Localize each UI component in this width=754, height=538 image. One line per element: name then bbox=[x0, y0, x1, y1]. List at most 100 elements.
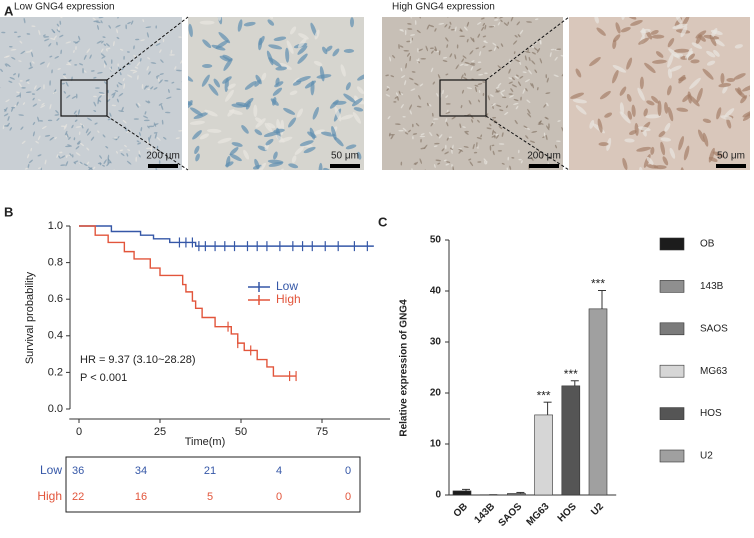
texture-cell bbox=[483, 158, 487, 162]
texture-cell bbox=[565, 120, 569, 123]
texture-cell bbox=[155, 25, 157, 29]
texture-cell bbox=[64, 130, 68, 136]
texture-cell bbox=[130, 69, 136, 72]
texture-cell bbox=[135, 156, 137, 162]
texture-cell bbox=[39, 120, 44, 122]
texture-cell bbox=[128, 7, 131, 12]
texture-cell bbox=[7, 116, 10, 121]
texture-cell bbox=[138, 150, 141, 156]
texture-cell bbox=[689, 77, 701, 90]
texture-cell bbox=[372, 62, 376, 67]
texture-cell bbox=[93, 76, 97, 79]
texture-cell bbox=[466, 38, 469, 43]
texture-cell bbox=[411, 168, 413, 170]
texture-cell bbox=[445, 103, 451, 105]
texture-cell bbox=[291, 155, 297, 164]
y-tick-label: 0.0 bbox=[48, 403, 63, 415]
texture-cell bbox=[16, 101, 19, 106]
texture-cell bbox=[546, 102, 549, 107]
texture-cell bbox=[272, 87, 283, 96]
texture-cell bbox=[408, 129, 411, 133]
texture-cell bbox=[27, 163, 30, 169]
texture-cell bbox=[630, 19, 643, 26]
texture-cell bbox=[468, 100, 472, 105]
texture-cell bbox=[519, 75, 524, 79]
texture-cell bbox=[687, 53, 696, 61]
texture-cell bbox=[570, 92, 584, 99]
texture-cell bbox=[313, 60, 323, 67]
texture-cell bbox=[531, 130, 538, 133]
texture-cell bbox=[462, 55, 467, 59]
texture-cell bbox=[86, 147, 90, 151]
texture-cell bbox=[265, 138, 274, 146]
texture-cell bbox=[83, 163, 88, 167]
texture-cell bbox=[106, 98, 111, 103]
x-tick-label: 50 bbox=[235, 426, 247, 438]
legend-label: HOS bbox=[700, 408, 722, 419]
texture-cell bbox=[623, 170, 631, 180]
texture-cell bbox=[498, 1, 503, 6]
texture-cell bbox=[398, 43, 400, 50]
texture-cell bbox=[114, 90, 119, 92]
x-axis-label: Time(m) bbox=[185, 436, 226, 448]
texture-cell bbox=[31, 93, 36, 95]
texture-cell bbox=[638, 37, 649, 45]
texture-cell bbox=[42, 34, 46, 37]
texture-cell bbox=[5, 99, 10, 103]
texture-cell bbox=[475, 86, 478, 93]
texture-cell bbox=[39, 61, 45, 65]
texture-cell bbox=[528, 69, 532, 75]
texture-cell bbox=[14, 31, 18, 33]
texture-cell bbox=[464, 61, 470, 65]
texture-cell bbox=[267, 19, 275, 26]
texture-cell bbox=[156, 145, 159, 150]
texture-cell bbox=[597, 118, 603, 133]
texture-cell bbox=[322, 46, 328, 55]
texture-cell bbox=[67, 179, 69, 183]
texture-cell bbox=[385, 74, 389, 77]
texture-cell bbox=[127, 149, 131, 151]
texture-cell bbox=[410, 34, 416, 36]
texture-cell bbox=[461, 89, 464, 94]
texture-cell bbox=[701, 5, 710, 14]
texture-cell bbox=[666, 85, 672, 96]
texture-cell bbox=[492, 150, 495, 156]
texture-cell bbox=[514, 59, 521, 63]
texture-cell bbox=[155, 167, 158, 170]
texture-cell bbox=[156, 75, 158, 79]
texture-cell bbox=[500, 43, 504, 47]
texture-cell bbox=[400, 92, 404, 96]
texture-cell bbox=[67, 144, 72, 147]
texture-cell bbox=[612, 64, 627, 73]
texture-cell bbox=[97, 25, 100, 30]
texture-cell bbox=[479, 51, 482, 57]
texture-cell bbox=[472, 38, 475, 43]
texture-cell bbox=[599, 90, 611, 100]
texture-cell bbox=[103, 43, 107, 46]
texture-cell bbox=[523, 125, 528, 129]
texture-cell bbox=[118, 82, 123, 86]
risk-count: 0 bbox=[276, 491, 282, 503]
texture-cell bbox=[626, 57, 633, 70]
texture-cell bbox=[670, 4, 676, 16]
texture-cell bbox=[116, 150, 119, 154]
risk-count: 4 bbox=[276, 465, 282, 477]
texture-cell bbox=[153, 87, 158, 90]
texture-cell bbox=[312, 106, 319, 120]
texture-cell bbox=[702, 118, 712, 124]
texture-cell bbox=[443, 159, 447, 162]
texture-cell bbox=[56, 117, 60, 121]
texture-cell bbox=[111, 104, 117, 107]
texture-cell bbox=[8, 80, 13, 83]
texture-cell bbox=[92, 17, 96, 21]
bar bbox=[534, 414, 553, 496]
texture-cell bbox=[515, 74, 519, 77]
texture-cell bbox=[438, 134, 443, 139]
texture-cell bbox=[49, 136, 55, 141]
texture-cell bbox=[539, 120, 542, 124]
texture-cell bbox=[419, 83, 424, 87]
texture-cell bbox=[106, 162, 110, 167]
texture-cell bbox=[409, 77, 414, 81]
texture-cell bbox=[188, 72, 194, 82]
